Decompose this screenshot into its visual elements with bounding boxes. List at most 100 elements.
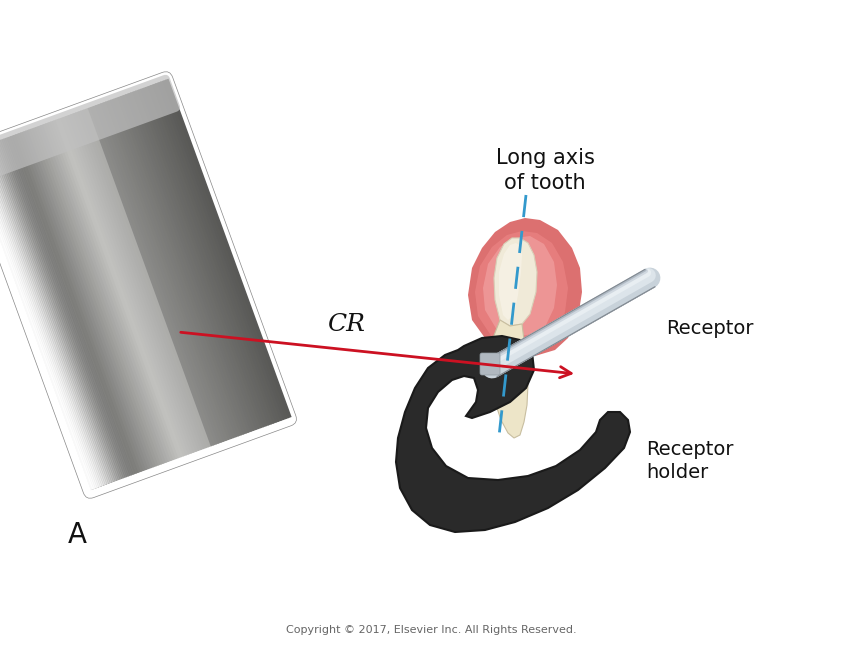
Bar xyxy=(90,106,216,445)
Bar xyxy=(22,131,149,470)
Bar xyxy=(127,92,254,432)
Text: Copyright © 2017, Elsevier Inc. All Rights Reserved.: Copyright © 2017, Elsevier Inc. All Righ… xyxy=(285,625,576,635)
Bar xyxy=(0,146,107,486)
Bar xyxy=(0,147,103,487)
Bar xyxy=(133,91,259,430)
Bar xyxy=(35,126,162,466)
Bar xyxy=(0,144,113,484)
Bar xyxy=(0,141,120,481)
Bar xyxy=(115,97,241,436)
Bar xyxy=(63,116,189,456)
Text: Long axis
of tooth: Long axis of tooth xyxy=(495,148,594,193)
Bar xyxy=(65,115,191,454)
Bar xyxy=(0,148,102,488)
Bar xyxy=(40,124,166,464)
Bar xyxy=(53,119,179,459)
Bar xyxy=(85,108,212,447)
Bar xyxy=(60,117,187,456)
Bar xyxy=(77,110,204,450)
Text: Receptor: Receptor xyxy=(666,319,753,338)
Bar xyxy=(0,140,123,480)
Bar xyxy=(58,118,184,457)
Bar xyxy=(55,119,182,458)
Bar xyxy=(0,145,110,485)
Bar xyxy=(18,133,144,472)
Polygon shape xyxy=(489,320,528,438)
Bar xyxy=(7,136,134,476)
Bar xyxy=(0,146,108,485)
Bar xyxy=(0,142,118,482)
Bar xyxy=(145,86,271,426)
Bar xyxy=(120,95,246,435)
Bar xyxy=(3,137,131,477)
Bar xyxy=(2,138,129,477)
Bar xyxy=(14,133,141,473)
Bar xyxy=(0,140,121,480)
Bar xyxy=(165,79,291,418)
Bar xyxy=(25,129,152,469)
Text: Receptor
holder: Receptor holder xyxy=(645,440,733,483)
Polygon shape xyxy=(474,231,567,348)
Bar xyxy=(5,136,133,477)
Text: A: A xyxy=(68,521,87,549)
Bar xyxy=(38,125,164,464)
Bar xyxy=(0,142,119,481)
Bar xyxy=(163,80,288,419)
Bar xyxy=(68,114,194,454)
Bar xyxy=(50,121,177,460)
Bar xyxy=(142,87,269,426)
Bar xyxy=(0,145,109,485)
Bar xyxy=(0,150,96,489)
Bar xyxy=(0,147,104,486)
Bar xyxy=(0,148,102,487)
Bar xyxy=(92,105,219,445)
Bar xyxy=(0,142,116,482)
Bar xyxy=(0,150,95,490)
Bar xyxy=(70,113,196,453)
Bar xyxy=(10,135,138,475)
Bar xyxy=(47,121,174,461)
Bar xyxy=(0,149,98,489)
Bar xyxy=(9,135,136,475)
Bar xyxy=(0,138,127,478)
Bar xyxy=(0,144,111,484)
Bar xyxy=(0,150,96,490)
Bar xyxy=(0,142,116,483)
Bar xyxy=(113,98,238,438)
Bar xyxy=(10,135,137,475)
Bar xyxy=(72,112,199,452)
Bar xyxy=(0,138,128,478)
Bar xyxy=(83,108,209,448)
Bar xyxy=(0,144,112,484)
Bar xyxy=(45,122,171,462)
Bar xyxy=(43,123,169,463)
Bar xyxy=(0,140,125,479)
Bar xyxy=(28,129,154,468)
Bar xyxy=(12,134,139,474)
Bar xyxy=(0,143,115,483)
Polygon shape xyxy=(482,236,556,337)
Bar xyxy=(122,94,249,434)
FancyBboxPatch shape xyxy=(0,75,180,184)
Polygon shape xyxy=(468,218,581,356)
Bar xyxy=(117,96,244,436)
Bar xyxy=(5,137,132,477)
Bar xyxy=(0,139,127,479)
Bar xyxy=(0,146,107,486)
FancyBboxPatch shape xyxy=(480,353,499,375)
Polygon shape xyxy=(499,243,522,320)
Bar xyxy=(0,151,94,490)
Bar xyxy=(3,138,129,477)
Bar xyxy=(160,80,287,420)
Bar xyxy=(147,85,274,424)
Bar xyxy=(140,88,266,427)
Bar xyxy=(125,93,251,433)
Bar xyxy=(135,89,262,429)
Bar xyxy=(110,99,237,438)
Bar xyxy=(0,143,115,483)
Bar xyxy=(0,140,124,479)
Bar xyxy=(20,131,146,471)
Bar xyxy=(95,104,221,443)
Bar xyxy=(15,133,141,473)
Bar xyxy=(0,148,100,488)
